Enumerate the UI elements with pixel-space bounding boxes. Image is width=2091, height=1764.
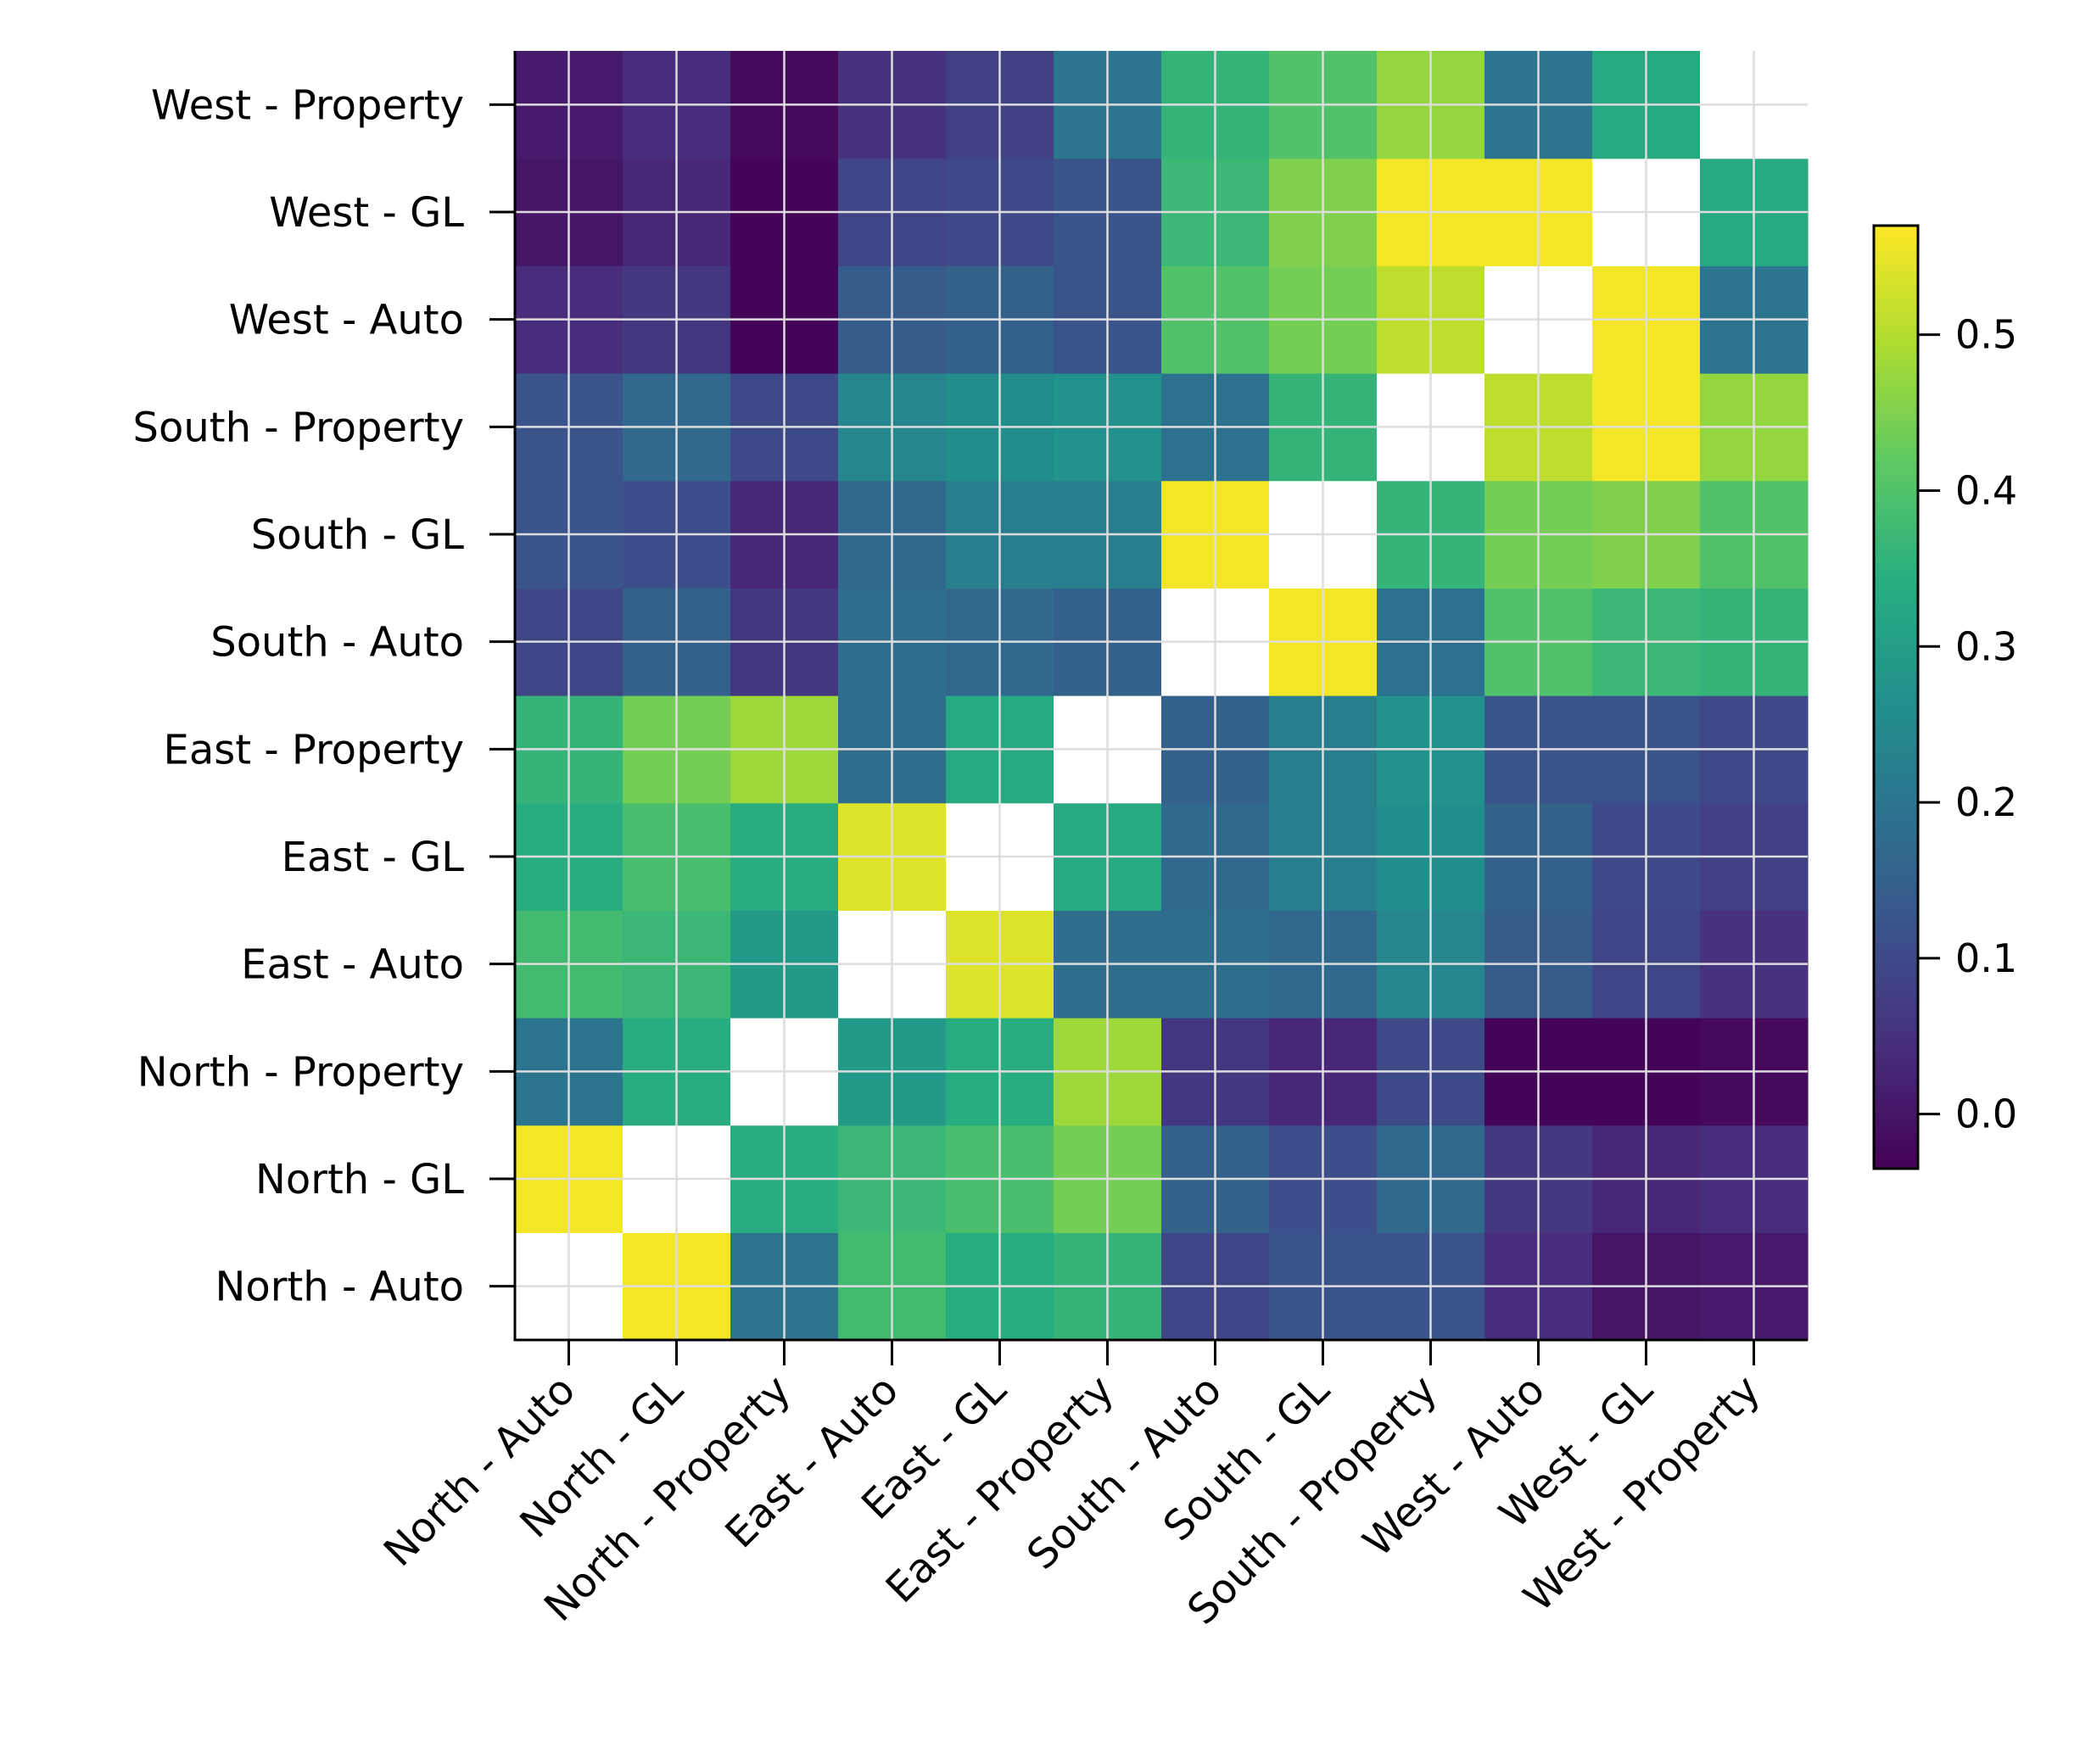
- colorbar-tick-label: 0.2: [1955, 779, 2017, 825]
- y-tick-label: South - GL: [251, 511, 465, 559]
- y-tick-label: North - Property: [137, 1048, 464, 1096]
- colorbar-gradient: [1872, 224, 1920, 1170]
- y-tick-label: North - Auto: [215, 1264, 464, 1311]
- y-tick-label: North - GL: [255, 1156, 464, 1203]
- colorbar: 0.0 0.1 0.2 0.3 0.4 0.5: [1872, 224, 2017, 1170]
- colorbar-tick-label: 0.0: [1955, 1091, 2017, 1137]
- colorbar-tick-label: 0.4: [1955, 467, 2017, 513]
- heatmap-grid: [515, 51, 1808, 1340]
- y-tick-label: South - Property: [133, 404, 464, 451]
- y-tick-label: East - Property: [163, 726, 464, 773]
- y-tick-label: West - Property: [151, 81, 464, 129]
- y-tick-label: East - Auto: [241, 941, 464, 989]
- y-tick-label: West - Auto: [229, 297, 464, 344]
- y-tick-label: South - Auto: [210, 619, 464, 667]
- colorbar-tick-label: 0.5: [1955, 312, 2017, 358]
- y-tick-label: East - GL: [282, 834, 465, 881]
- heatmap-cells: [515, 51, 1809, 1341]
- y-tick-label: West - GL: [269, 189, 464, 237]
- heatmap-axes: [489, 51, 1808, 1365]
- y-tick-labels: North - Auto North - GL North - Property Ea…: [133, 81, 465, 1310]
- colorbar-tick-label: 0.3: [1955, 623, 2017, 669]
- colorbar-tick-label: 0.1: [1955, 935, 2017, 981]
